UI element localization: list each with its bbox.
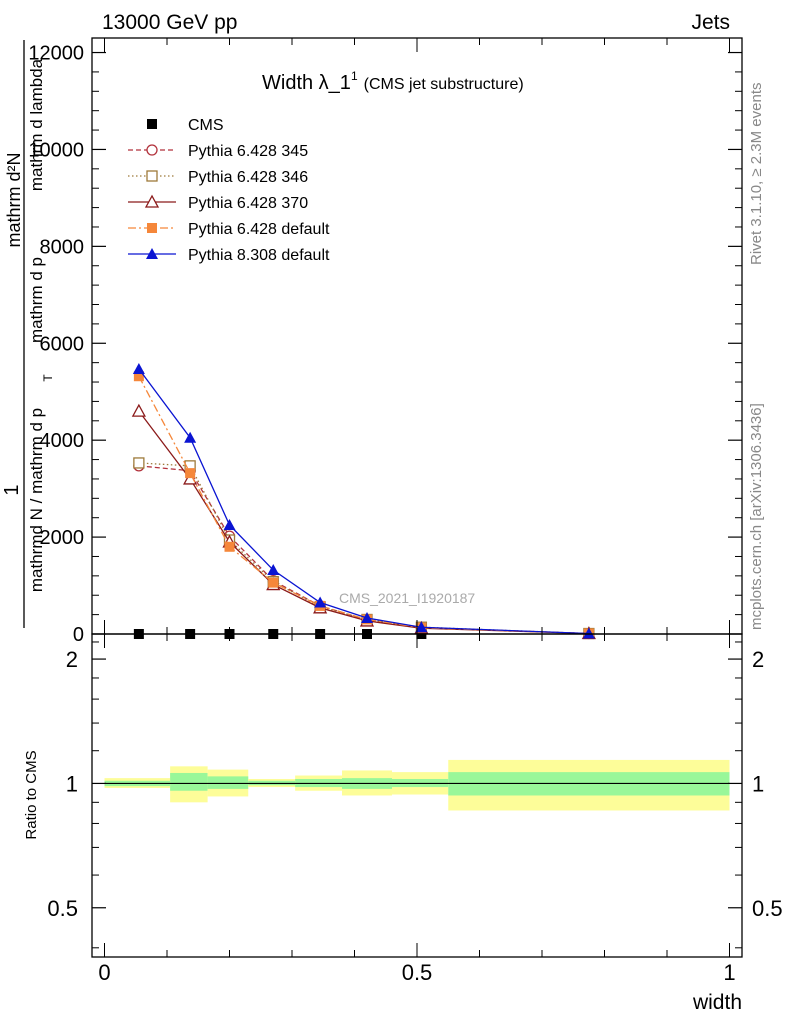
plot-title-suffix: (CMS jet substructure) <box>364 76 524 93</box>
data-point <box>415 621 428 633</box>
main-data-layer <box>131 362 596 640</box>
analysis-watermark: CMS_2021_I1920187 <box>339 590 475 606</box>
ratio-band-inner <box>207 776 249 789</box>
series-line <box>138 368 589 635</box>
main-y-tick-label: 12000 <box>28 43 84 65</box>
legend-label: Pythia 6.428 346 <box>188 169 308 186</box>
ratio-y-tick-label: 0.5 <box>47 896 78 921</box>
series-1 <box>133 460 595 640</box>
legend-marker <box>147 119 157 129</box>
legend-label: Pythia 6.428 345 <box>188 143 308 160</box>
main-y-tick-label: 4000 <box>40 430 85 452</box>
legend-label: Pythia 8.308 default <box>188 247 330 264</box>
data-point <box>224 541 235 552</box>
ylabel-den-right: mathrm d p <box>27 257 46 343</box>
data-point <box>582 627 595 639</box>
data-point <box>314 596 327 608</box>
legend-marker <box>147 223 157 233</box>
ratio-data-layer <box>104 759 730 811</box>
data-point <box>132 362 145 374</box>
series-5 <box>132 362 595 639</box>
ratio-y-tick-label: 2 <box>66 647 78 672</box>
main-y-tick-label: 8000 <box>40 236 85 258</box>
data-point <box>268 577 279 588</box>
data-point <box>184 431 197 443</box>
data-point <box>133 371 144 382</box>
ylabel-numerator: mathrm d²N <box>4 152 24 247</box>
series-line <box>138 462 589 635</box>
plot-title-sup: 1 <box>351 69 358 83</box>
data-point <box>185 468 196 479</box>
x-tick-label: 0 <box>98 960 110 985</box>
main-y-tick-label: 10000 <box>28 139 84 161</box>
ratio-y-tick-label-right: 0.5 <box>752 896 783 921</box>
main-y-tick-label: 2000 <box>40 527 85 549</box>
legend-marker <box>146 248 158 259</box>
ratio-y-tick-label: 1 <box>66 771 78 796</box>
header-left: 13000 GeV pp <box>102 11 237 34</box>
legend-marker <box>146 144 158 156</box>
legend-label: CMS <box>188 117 224 134</box>
ylabel-den-left: mathrmd N / mathrm d p <box>27 408 46 592</box>
ratio-y-tick-label-right: 1 <box>752 771 764 796</box>
main-y-ticks: 0 2000 4000 6000 8000 10000 12000 <box>28 38 742 646</box>
ratio-x-ticks: 0 0.5 1 <box>98 634 736 985</box>
ratio-panel: 0.5 0.51 12 2 0 0.5 1 Ratio to CMS width <box>23 633 783 1014</box>
x-tick-label: 1 <box>723 960 735 985</box>
ratio-band-inner <box>170 772 208 791</box>
ylabel-den-sub: T <box>41 374 55 382</box>
main-y-tick-label: 0 <box>73 624 84 646</box>
series-2 <box>133 457 595 640</box>
ratio-y-label: Ratio to CMS <box>23 750 40 839</box>
ylabel-den-tail: mathrm d lambda <box>27 58 46 191</box>
legend: CMS Pythia 6.428 345 Pythia 6.428 346 Pythi… <box>128 117 330 264</box>
data-point <box>361 612 373 624</box>
data-point <box>133 457 145 469</box>
plot-title-main: Width λ_1 <box>262 72 351 94</box>
data-point <box>267 564 280 576</box>
main-y-axis-label: 1 mathrm d²N mathrmd N / mathrm d p T ma… <box>1 40 55 628</box>
mcplots-label: mcplots.cern.ch [arXiv:1306.3436] <box>748 403 765 630</box>
plot-title: Width λ_11 (CMS jet substructure) <box>262 69 524 94</box>
legend-label: Pythia 6.428 370 <box>188 195 308 212</box>
main-y-tick-label: 6000 <box>40 333 85 355</box>
x-axis-label: width <box>692 991 742 1014</box>
rivet-label: Rivet 3.1.10, ≥ 2.3M events <box>748 83 765 266</box>
legend-marker <box>146 170 158 182</box>
header-right: Jets <box>691 11 730 34</box>
ylabel-top: 1 <box>1 484 23 495</box>
x-tick-label: 0.5 <box>402 960 433 985</box>
data-point <box>223 518 236 530</box>
data-point <box>131 403 146 417</box>
series-line <box>138 465 589 635</box>
legend-label: Pythia 6.428 default <box>188 221 330 238</box>
ratio-y-ticks: 0.5 0.5 1 1 2 2 <box>47 641 783 949</box>
ratio-y-tick-label-right: 2 <box>752 647 764 672</box>
legend-marker <box>144 194 160 208</box>
